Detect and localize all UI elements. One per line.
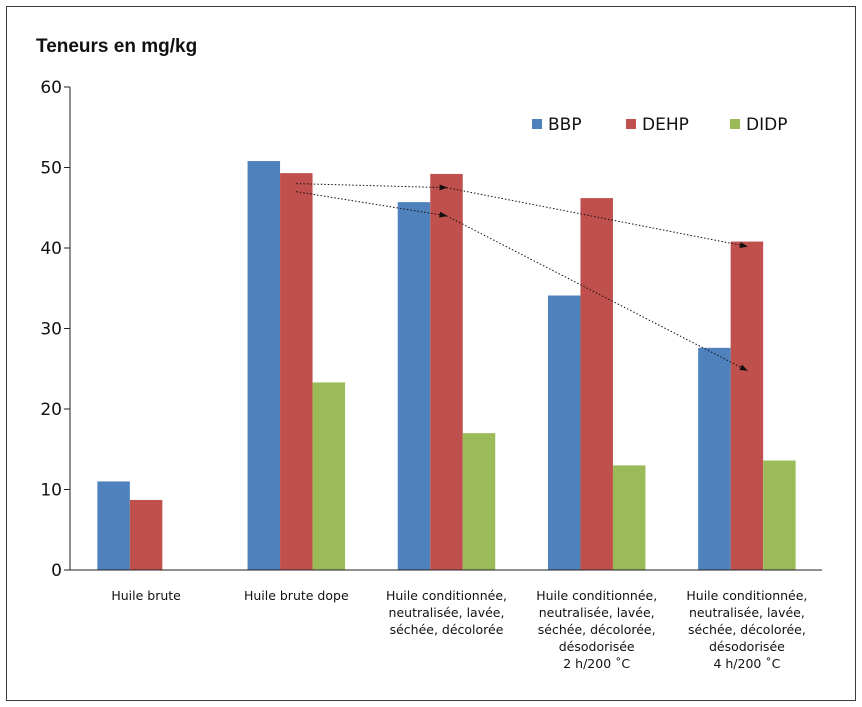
legend: BBP DEHP DIDP bbox=[532, 115, 787, 135]
bar-bbp bbox=[698, 347, 731, 570]
y-tick-label: 50 bbox=[40, 159, 62, 179]
bar-didp bbox=[612, 465, 646, 570]
y-tick-label: 0 bbox=[51, 561, 62, 581]
bar-dehp bbox=[730, 241, 764, 570]
x-tick-label: Huile brute dope bbox=[244, 588, 349, 603]
y-axis: 0 10 20 30 40 50 60 bbox=[40, 78, 71, 581]
bar-dehp bbox=[129, 499, 163, 570]
x-tick-label: Huile conditionnée, neutralisée, lavée, sé… bbox=[386, 588, 507, 637]
bar-dehp bbox=[430, 173, 463, 570]
trend-arrow bbox=[296, 191, 448, 218]
legend-label-didp: DIDP bbox=[746, 115, 787, 135]
bar-bbp bbox=[97, 481, 130, 570]
trend-arrow bbox=[296, 183, 448, 191]
legend-swatch-bbp bbox=[532, 119, 542, 129]
trend-arrows bbox=[296, 183, 748, 371]
y-tick-label: 20 bbox=[40, 400, 62, 420]
y-axis-title: Teneurs en mg/kg bbox=[36, 36, 197, 57]
x-tick-label: Huile conditionnée, neutralisée, lavée, sé… bbox=[686, 588, 807, 671]
legend-swatch-dehp bbox=[626, 119, 636, 129]
y-tick-label: 10 bbox=[40, 481, 62, 501]
bar-dehp bbox=[580, 198, 613, 570]
x-tick-label: Huile conditionnée, neutralisée, lavée, sé… bbox=[536, 588, 657, 671]
bar-bbp bbox=[547, 295, 581, 570]
bar-bbp bbox=[247, 161, 281, 570]
bar-dehp bbox=[280, 173, 313, 570]
bar-didp bbox=[312, 382, 346, 570]
legend-label-dehp: DEHP bbox=[642, 115, 689, 135]
legend-swatch-didp bbox=[730, 119, 740, 129]
x-axis: Huile brute Huile brute dope Huile conditi… bbox=[70, 569, 822, 671]
bar-didp bbox=[763, 460, 796, 570]
y-tick-label: 40 bbox=[40, 239, 62, 259]
bars bbox=[97, 161, 796, 571]
x-tick-label: Huile brute bbox=[111, 588, 181, 603]
y-tick-label: 30 bbox=[40, 320, 62, 340]
legend-label-bbp: BBP bbox=[548, 115, 582, 135]
trend-arrow bbox=[446, 215, 748, 371]
bar-bbp bbox=[397, 202, 431, 571]
bar-didp bbox=[462, 433, 496, 570]
y-tick-label: 60 bbox=[40, 78, 62, 98]
